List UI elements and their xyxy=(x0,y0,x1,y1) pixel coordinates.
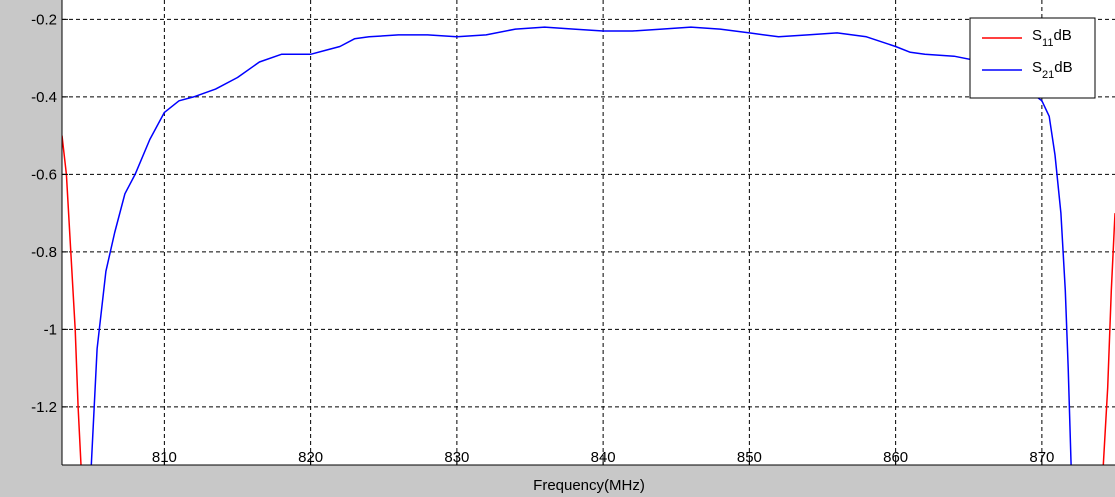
series-line-s11 xyxy=(62,135,82,465)
legend-entry-s11: S11dB xyxy=(1032,27,1072,49)
y-tick-label: -0.8 xyxy=(31,244,57,261)
axes xyxy=(61,0,1115,466)
legend-box xyxy=(969,17,1096,99)
y-tick-label: -0.4 xyxy=(31,89,57,106)
y-tick-label: -0.6 xyxy=(31,166,57,183)
legend: S11dB S21dB xyxy=(969,17,1096,99)
x-tick-label: 820 xyxy=(298,449,323,466)
x-tick-label: 850 xyxy=(737,449,762,466)
plot-area xyxy=(62,0,1115,465)
y-tick-label: -1 xyxy=(44,321,57,338)
x-axis-label: Frequency(MHz) xyxy=(533,477,645,494)
tick-labels: 810 820 830 840 850 860 870 -0.2 -0.4 -0.6 -0.8 -1 -… xyxy=(31,11,1054,466)
legend-entry-s21: S21dB xyxy=(1032,59,1073,81)
y-tick-label: -1.2 xyxy=(31,399,57,416)
y-tick-label: -0.2 xyxy=(31,11,57,28)
x-tick-label: 840 xyxy=(591,449,616,466)
x-tick-label: 870 xyxy=(1029,449,1054,466)
x-tick-label: 810 xyxy=(152,449,177,466)
grid-lines xyxy=(62,0,1115,465)
x-tick-label: 860 xyxy=(883,449,908,466)
x-tick-label: 830 xyxy=(444,449,469,466)
series-line-s11 xyxy=(1102,213,1115,465)
